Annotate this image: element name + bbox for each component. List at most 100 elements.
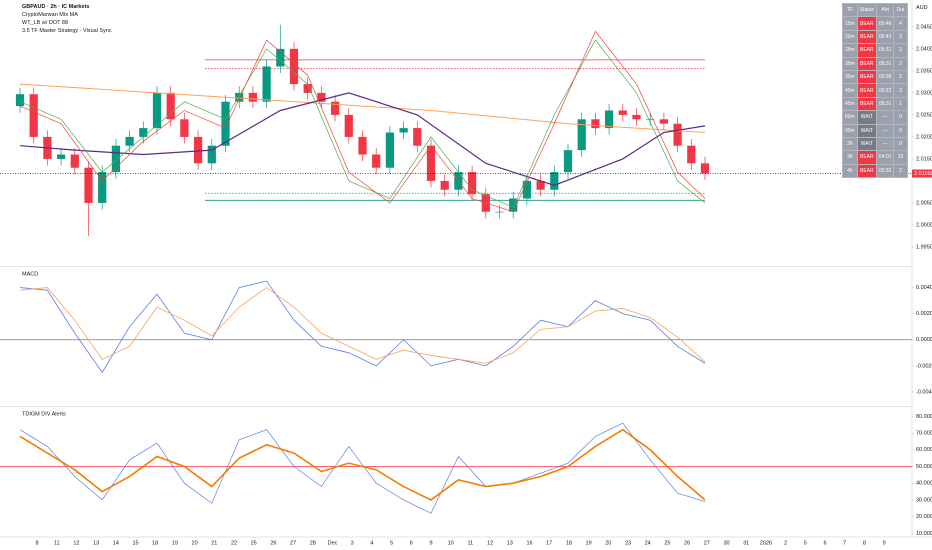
x-tick-label: 31 (743, 540, 749, 546)
candle-body (700, 163, 710, 174)
candle-body (84, 167, 93, 203)
y-tick-label: 20.00000 (916, 514, 932, 520)
currency[interactable]: AUD (916, 5, 928, 11)
y-tick-label: 1.99500 (916, 244, 932, 250)
table-cell: 3 (893, 43, 908, 58)
x-tick-label: 9 (429, 540, 432, 546)
table-cell: 1 (893, 96, 908, 112)
x-tick-label: 15 (132, 540, 138, 546)
table-cell: WAIT (856, 123, 877, 138)
column-header: Status (856, 2, 877, 18)
x-tick-label: 27 (290, 540, 296, 546)
table-cell: 05:31 (875, 56, 895, 71)
x-tick-label: 13 (507, 540, 513, 546)
table-cell: 35m (842, 69, 858, 85)
candle-body (344, 114, 353, 137)
x-tick-label: 20 (192, 540, 198, 546)
table-cell: 15m (842, 16, 858, 31)
y-tick-label: 2.04500 (916, 24, 932, 30)
y-tick-label: 50.00000 (916, 464, 932, 470)
x-tick-label: 8 (863, 540, 866, 546)
table-cell: WAIT (856, 110, 877, 125)
table-cell: 05:31 (875, 96, 895, 112)
candle-body (289, 48, 299, 85)
candle-body (604, 110, 614, 129)
table-cell: 60m (842, 110, 858, 125)
candle-body (632, 114, 641, 120)
candle-body (180, 119, 189, 137)
x-tick-label: 17 (546, 540, 552, 546)
table-cell: 05:21 (875, 83, 895, 98)
x-tick-label: 23 (625, 540, 631, 546)
table-cell: 20m (842, 29, 858, 45)
candle-body (303, 84, 312, 93)
indicator-name: 3.5 TF Master Strategy - Visual Sync (22, 28, 112, 34)
candle-body (440, 180, 449, 190)
x-tick-label: 8 (35, 540, 38, 546)
table-cell: BEAR (856, 163, 877, 179)
candle-body (399, 128, 408, 133)
candle-body (467, 172, 477, 195)
x-tick-label: 18 (566, 540, 572, 546)
candle-body (659, 119, 669, 124)
y-tick-label: 60.00000 (916, 447, 932, 453)
x-tick-label: Dec (328, 540, 338, 546)
candle-body (536, 180, 545, 190)
table-cell: 3 (893, 83, 908, 98)
table-cell: 3 (893, 29, 908, 45)
x-tick-label: 12 (73, 540, 79, 546)
candle-body (509, 198, 518, 212)
table-cell: 0 (893, 123, 908, 138)
table-cell: --- (875, 123, 895, 138)
y-tick-label: 2.03500 (916, 68, 932, 74)
candle-body (563, 150, 573, 173)
y-tick-label: 2.00000 (916, 222, 932, 228)
x-tick-label: 16 (526, 540, 532, 546)
table-cell: 45m (842, 96, 858, 112)
y-tick-label: 70.00000 (916, 431, 932, 437)
x-tick-label: 18 (152, 540, 158, 546)
candle-body (221, 101, 230, 146)
x-tick-label: 13 (93, 540, 99, 546)
y-tick-label: 2.03000 (916, 90, 932, 96)
candle-body (248, 92, 258, 102)
candle-body (426, 145, 436, 181)
table-cell: BEAR (856, 43, 877, 58)
x-tick-label: 7 (843, 540, 846, 546)
y-tick-label: 2.04000 (916, 46, 932, 52)
table-cell: 3h (842, 150, 858, 165)
x-tick-label: 26 (270, 540, 276, 546)
table-cell: 0 (893, 110, 908, 125)
last-price-label: 2.01168 (914, 171, 932, 177)
status-table: TF Status Alrt Dur 15m BEAR 05:46 4 20m BEAR 05:41… (842, 2, 908, 179)
column-header: Dur (893, 2, 908, 18)
table-cell: BEAR (856, 16, 877, 31)
table-cell: WAIT (856, 136, 877, 152)
x-tick-label: 6 (410, 540, 413, 546)
candle-body (276, 48, 285, 67)
table-cell: --- (875, 110, 895, 125)
candle-body (111, 145, 121, 173)
candle-body (29, 94, 38, 137)
candle-body (385, 132, 395, 168)
candle-body (193, 136, 203, 164)
candle-body (235, 92, 244, 102)
x-tick-label: 27 (704, 540, 710, 546)
table-cell: --- (875, 136, 895, 152)
indicator-line (19, 92, 706, 186)
table-cell: 2 (893, 56, 908, 71)
x-tick-label: 19 (172, 540, 178, 546)
candle-body (262, 66, 271, 102)
y-tick-label: 80.00000 (916, 414, 932, 420)
x-tick-label: 9 (883, 540, 886, 546)
candle-body (139, 128, 148, 137)
x-tick-label: 25 (664, 540, 670, 546)
indicator-line (19, 83, 706, 133)
x-tick-label: 12 (487, 540, 493, 546)
table-cell: 0 (893, 136, 908, 152)
legend: GBPAUD · 2h · IC Markets CryptoMarwan Mt… (22, 3, 112, 35)
table-cell: BEAR (856, 69, 877, 85)
